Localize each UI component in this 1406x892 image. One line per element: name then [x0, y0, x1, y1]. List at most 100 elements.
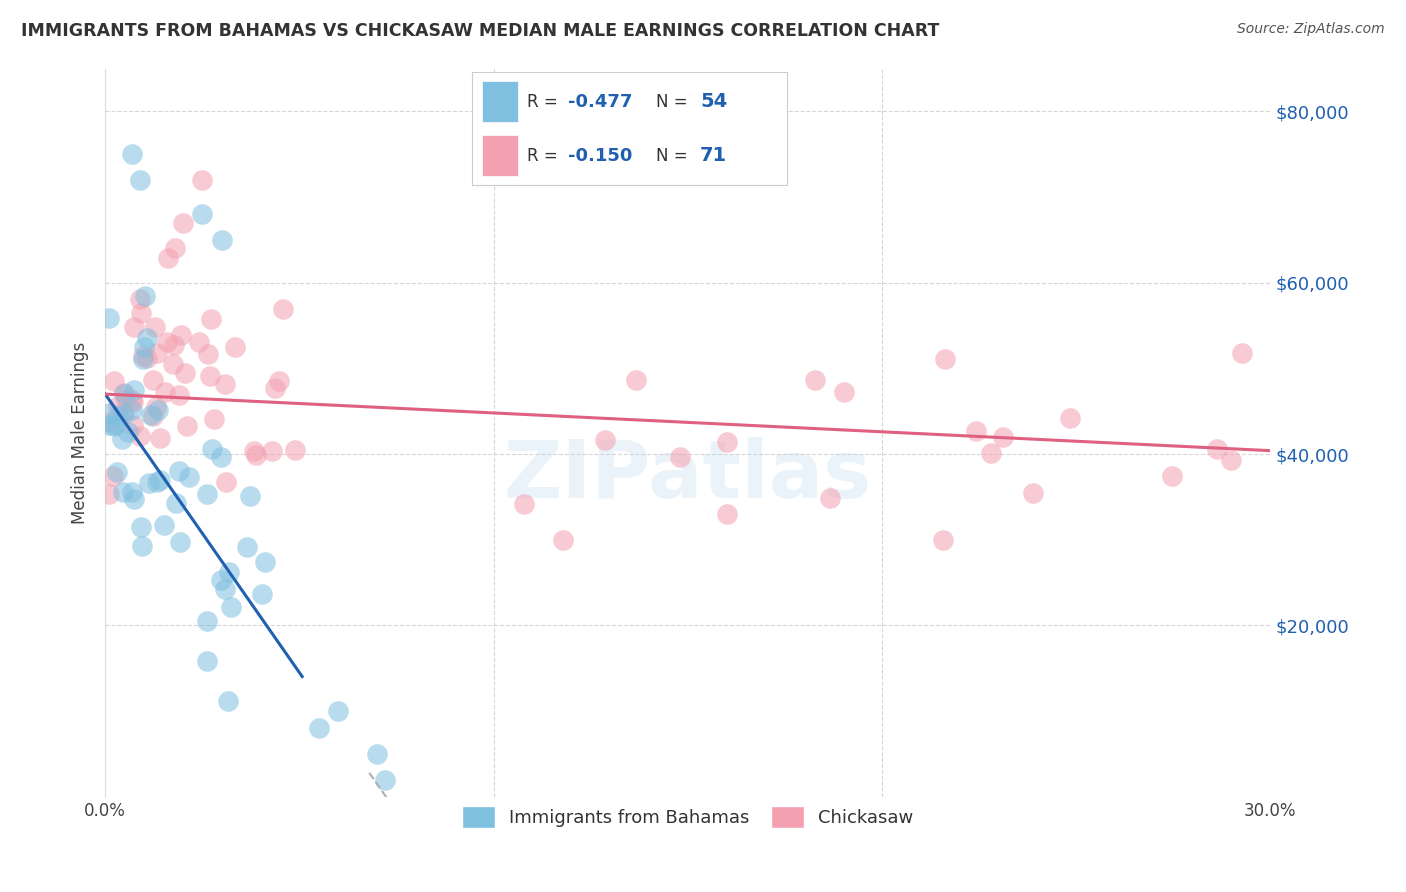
Point: [112, 407, 135, 421]
Point: [121, 403, 143, 417]
Point: [136, 331, 159, 345]
Point: [214, 582, 236, 596]
Point: [209, 573, 232, 587]
Point: [121, 393, 143, 408]
Point: [129, 173, 152, 187]
Point: [163, 337, 186, 351]
Point: [932, 533, 955, 547]
Point: [980, 446, 1002, 460]
Point: [165, 496, 187, 510]
Point: [98, 406, 121, 420]
Point: [107, 409, 129, 423]
Point: [245, 449, 267, 463]
Point: [121, 147, 143, 161]
Point: [1206, 442, 1229, 456]
Point: [197, 487, 219, 501]
Point: [1219, 453, 1241, 467]
Point: [107, 399, 129, 413]
Text: ZIPatlas: ZIPatlas: [503, 437, 872, 516]
Point: [965, 425, 987, 439]
Y-axis label: Median Male Earnings: Median Male Earnings: [72, 342, 89, 524]
Point: [121, 418, 143, 433]
Point: [149, 431, 172, 445]
Point: [112, 385, 135, 400]
Point: [191, 173, 214, 187]
Point: [132, 340, 155, 354]
Point: [1059, 410, 1081, 425]
Point: [149, 473, 172, 487]
Point: [308, 721, 330, 735]
Point: [243, 444, 266, 458]
Point: [512, 497, 534, 511]
Point: [553, 533, 575, 547]
Point: [1022, 486, 1045, 500]
Point: [101, 469, 124, 483]
Point: [170, 327, 193, 342]
Point: [146, 475, 169, 489]
Point: [167, 387, 190, 401]
Point: [263, 381, 285, 395]
Point: [131, 539, 153, 553]
Point: [804, 373, 827, 387]
Point: [105, 417, 128, 432]
Point: [135, 351, 157, 365]
Point: [129, 429, 152, 443]
Point: [176, 419, 198, 434]
Point: [169, 535, 191, 549]
Point: [153, 384, 176, 399]
Point: [138, 476, 160, 491]
Point: [269, 374, 291, 388]
Point: [716, 434, 738, 449]
Point: [121, 484, 143, 499]
Point: [374, 772, 396, 787]
Point: [211, 233, 233, 247]
Point: [112, 485, 135, 500]
Text: Source: ZipAtlas.com: Source: ZipAtlas.com: [1237, 22, 1385, 37]
Point: [131, 351, 153, 366]
Point: [98, 310, 121, 325]
Point: [217, 693, 239, 707]
Point: [991, 429, 1014, 443]
Point: [209, 450, 232, 464]
Point: [179, 470, 201, 484]
Point: [218, 565, 240, 579]
Point: [124, 320, 146, 334]
Point: [129, 519, 152, 533]
Point: [98, 415, 121, 429]
Legend: Immigrants from Bahamas, Chickasaw: Immigrants from Bahamas, Chickasaw: [456, 798, 921, 835]
Point: [98, 417, 121, 432]
Point: [174, 366, 197, 380]
Point: [187, 334, 209, 349]
Point: [121, 394, 143, 409]
Point: [105, 465, 128, 479]
Point: [191, 207, 214, 221]
Point: [162, 357, 184, 371]
Point: [198, 369, 221, 384]
Point: [716, 507, 738, 521]
Point: [934, 351, 956, 366]
Point: [98, 487, 121, 501]
Point: [165, 242, 187, 256]
Point: [142, 409, 165, 423]
Point: [131, 305, 153, 319]
Point: [145, 345, 167, 359]
Text: IMMIGRANTS FROM BAHAMAS VS CHICKASAW MEDIAN MALE EARNINGS CORRELATION CHART: IMMIGRANTS FROM BAHAMAS VS CHICKASAW MED…: [21, 22, 939, 40]
Point: [122, 383, 145, 397]
Point: [111, 432, 134, 446]
Point: [145, 400, 167, 414]
Point: [366, 747, 388, 761]
Point: [103, 418, 125, 433]
Point: [215, 475, 238, 490]
Point: [593, 433, 616, 447]
Point: [153, 517, 176, 532]
Point: [252, 587, 274, 601]
Point: [284, 442, 307, 457]
Point: [195, 654, 218, 668]
Point: [236, 540, 259, 554]
Point: [224, 340, 246, 354]
Point: [129, 293, 152, 307]
Point: [117, 425, 139, 440]
Point: [820, 491, 842, 505]
Point: [219, 600, 242, 615]
Point: [201, 442, 224, 456]
